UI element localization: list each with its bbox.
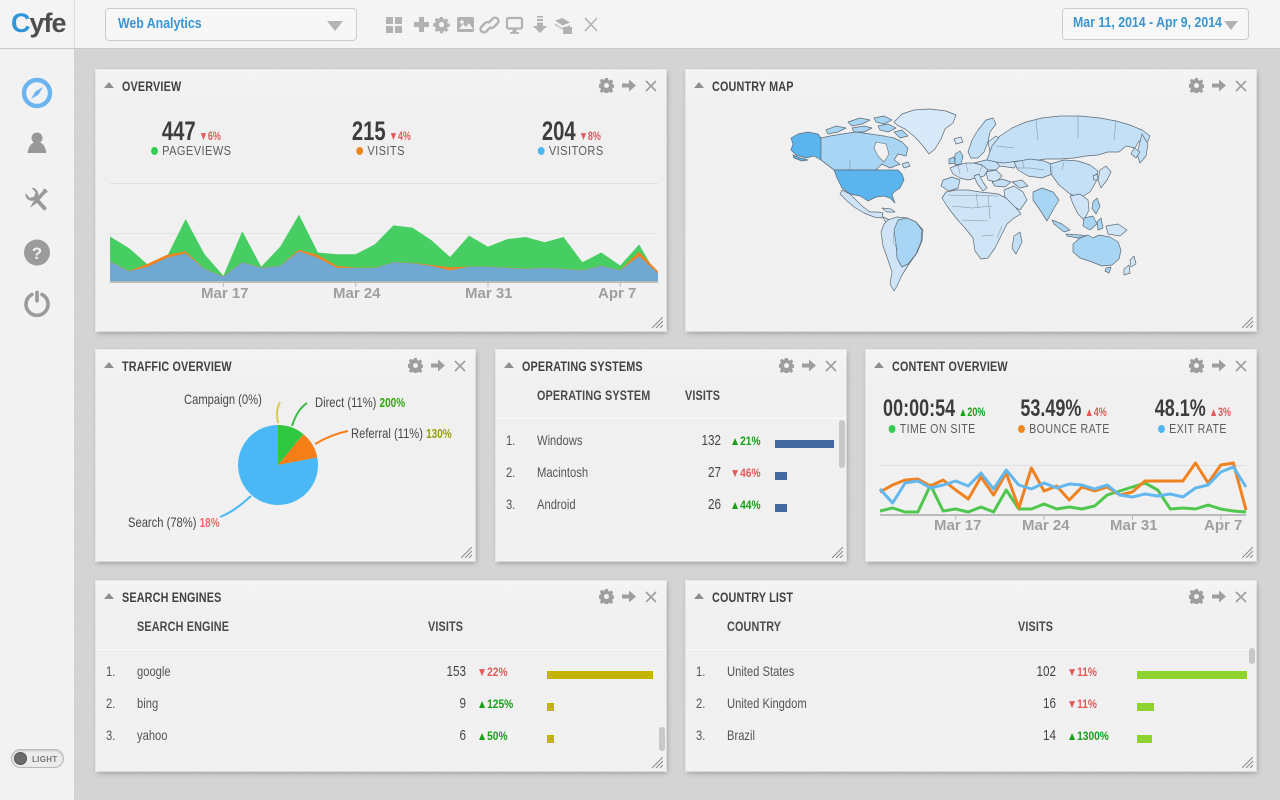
svg-text:?: ?: [32, 244, 42, 263]
